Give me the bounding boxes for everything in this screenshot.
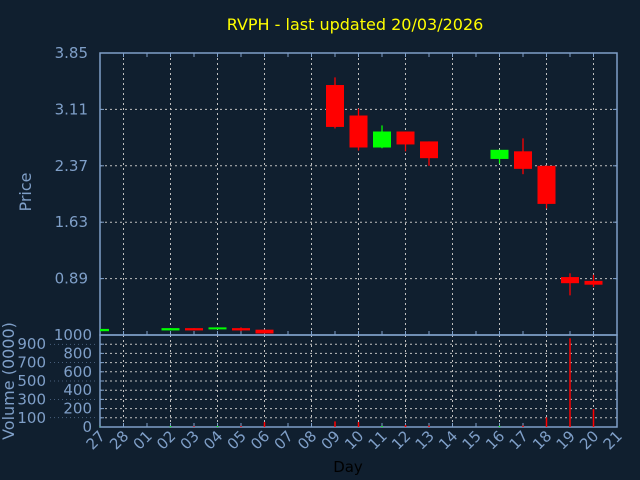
volume-tick-label: 400	[63, 381, 92, 399]
price-axis-label: Price	[16, 172, 35, 211]
x-tick-label: 21	[600, 427, 626, 453]
volume-tick-label: 600	[63, 363, 92, 381]
volume-tick-label: 300	[17, 390, 46, 408]
volume-tick-label: 100	[17, 409, 46, 427]
candle-body	[185, 328, 203, 331]
candle-body	[161, 328, 180, 331]
x-tick-label: 11	[365, 427, 391, 453]
candle-body	[490, 149, 509, 159]
x-tick-label: 05	[224, 427, 250, 453]
candle-body	[514, 151, 532, 169]
x-tick-label: 18	[529, 427, 555, 453]
x-axis-label: Day	[333, 458, 363, 476]
x-tick-label: 19	[553, 427, 579, 453]
price-tick-label: 0.89	[55, 270, 88, 288]
x-tick-label: 14	[435, 427, 461, 453]
chart-title: RVPH - last updated 20/03/2026	[227, 15, 484, 34]
x-tick-label: 09	[318, 427, 344, 453]
candle-body	[255, 329, 274, 334]
candle-body	[208, 327, 227, 330]
x-tick-label: 16	[482, 427, 508, 453]
candle-body	[100, 328, 109, 332]
candle-body	[396, 131, 415, 145]
volume-tick-label: 1000	[54, 326, 92, 344]
candle-body	[373, 131, 391, 148]
candle-body	[349, 115, 368, 148]
volume-axis-label: Volume (0000)	[0, 322, 18, 440]
volume-tick-label: 900	[17, 335, 46, 353]
candle-body	[232, 328, 250, 331]
x-tick-label: 10	[341, 427, 367, 453]
x-tick-label: 13	[412, 427, 438, 453]
x-tick-label: 06	[247, 427, 273, 453]
x-tick-label: 07	[271, 427, 297, 453]
price-tick-label: 3.11	[55, 100, 88, 118]
x-tick-label: 28	[106, 427, 132, 453]
x-tick-label: 02	[153, 427, 179, 453]
candle-body	[326, 85, 344, 127]
candles	[100, 77, 603, 334]
volume-tick-label: 200	[63, 400, 92, 418]
candle-body	[561, 277, 579, 284]
volume-tick-label: 800	[63, 344, 92, 362]
x-tick-label: 15	[459, 427, 485, 453]
price-tick-label: 1.63	[55, 213, 88, 231]
price-tick-label: 3.85	[55, 44, 88, 62]
x-tick-label: 03	[177, 427, 203, 453]
candle-body	[420, 141, 438, 159]
candle-body	[584, 280, 603, 285]
volume-tick-label: 700	[17, 354, 46, 372]
x-tick-label: 17	[506, 427, 532, 453]
volume-tick-label: 0	[82, 418, 92, 436]
x-tick-label: 20	[576, 427, 602, 453]
x-tick-label: 01	[130, 427, 156, 453]
price-tick-label: 2.37	[55, 157, 88, 175]
x-tick-label: 04	[200, 427, 226, 453]
volume-tick-label: 500	[17, 372, 46, 390]
candle-body	[537, 165, 556, 204]
x-tick-label: 08	[294, 427, 320, 453]
x-tick-label: 12	[388, 427, 414, 453]
